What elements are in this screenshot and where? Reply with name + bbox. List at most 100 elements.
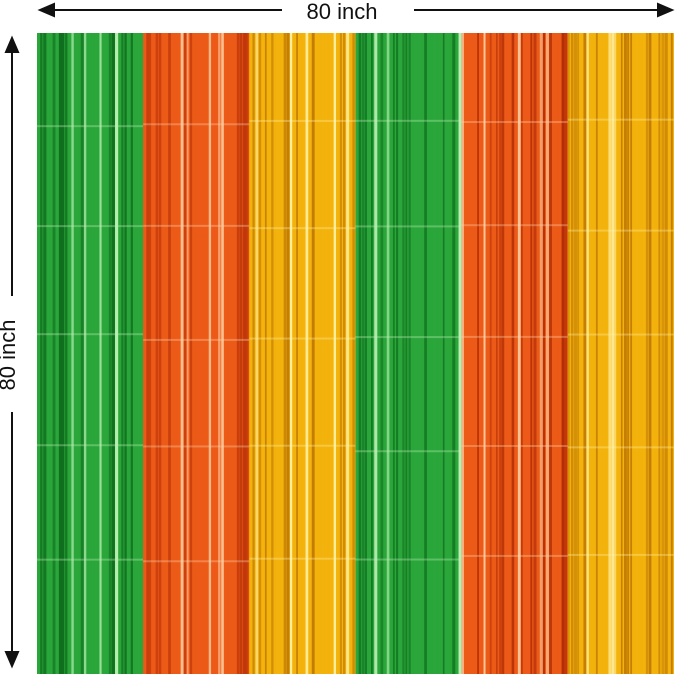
foil-strip	[65, 33, 68, 674]
foil-strip	[280, 33, 283, 674]
foil-strip	[71, 33, 74, 674]
foil-strip	[633, 33, 637, 674]
foil-strip	[661, 33, 665, 674]
foil-strip	[264, 33, 267, 674]
foil-strip	[346, 33, 350, 674]
foil-strip	[258, 33, 262, 674]
fold-crease	[37, 333, 144, 336]
foil-strip	[255, 33, 259, 674]
foil-strip	[667, 33, 671, 674]
foil-strip	[549, 33, 552, 674]
foil-strip	[52, 33, 56, 674]
foil-strip	[627, 33, 630, 674]
foil-strip	[608, 33, 612, 674]
fold-crease	[143, 560, 250, 563]
foil-strip	[492, 33, 497, 674]
foil-strip	[261, 33, 265, 674]
foil-strip	[527, 33, 531, 674]
foil-strip	[545, 33, 549, 674]
foil-strip	[233, 33, 238, 674]
fold-crease	[249, 444, 356, 447]
fold-crease	[355, 336, 462, 339]
foil-strip	[283, 33, 287, 674]
curtain-panel-green	[37, 33, 145, 674]
foil-strip	[670, 33, 673, 674]
foil-strip	[99, 33, 102, 674]
foil-strip	[80, 33, 85, 674]
fold-crease	[37, 125, 144, 128]
fold-crease	[37, 225, 144, 228]
foil-strip	[86, 33, 90, 674]
foil-strip	[577, 33, 580, 674]
foil-strip	[349, 33, 351, 674]
foil-strip	[649, 33, 652, 674]
foil-strip	[599, 33, 601, 674]
foil-strip	[55, 33, 59, 674]
foil-strip	[37, 33, 40, 674]
foil-strip	[471, 33, 473, 674]
foil-strip	[180, 33, 184, 674]
foil-strip	[442, 33, 445, 674]
foil-strip	[558, 33, 562, 674]
foil-strip	[496, 33, 498, 674]
foil-strip	[449, 33, 452, 674]
foil-strip	[158, 33, 162, 674]
fold-crease	[143, 338, 250, 341]
fold-crease	[37, 444, 144, 447]
foil-strip	[58, 33, 63, 674]
foil-strip	[399, 33, 402, 674]
foil-strip	[118, 33, 121, 674]
foil-strip	[383, 33, 386, 674]
fold-crease	[37, 558, 144, 561]
foil-strip	[371, 33, 373, 674]
foil-strip	[489, 33, 492, 674]
fold-crease	[567, 333, 674, 336]
foil-strip	[330, 33, 334, 674]
foil-strip	[427, 33, 431, 674]
foil-strip	[539, 33, 544, 674]
foil-strip	[414, 33, 418, 674]
foil-strip	[477, 33, 479, 674]
foil-strip	[570, 33, 574, 674]
foil-strip	[314, 33, 318, 674]
foil-strip	[586, 33, 589, 674]
foil-strip	[664, 33, 668, 674]
foil-strip	[655, 33, 658, 674]
width-arrow-head-right	[657, 2, 675, 18]
foil-strip	[339, 33, 342, 674]
width-label: 80 inch	[287, 0, 397, 25]
foil-strip	[93, 33, 95, 674]
foil-strip	[186, 33, 189, 674]
foil-strip	[530, 33, 533, 674]
foil-strip	[343, 33, 346, 674]
foil-strip	[221, 33, 224, 674]
foil-strip	[74, 33, 77, 674]
foil-strip	[499, 33, 503, 674]
foil-strip	[446, 33, 449, 674]
foil-strip	[127, 33, 130, 674]
foil-strip	[367, 33, 372, 674]
foil-strip	[620, 33, 623, 674]
foil-strip	[355, 33, 358, 674]
foil-strip	[224, 33, 228, 674]
foil-strip	[480, 33, 483, 674]
foil-strip	[161, 33, 164, 674]
foil-strip	[483, 33, 486, 674]
foil-strip	[202, 33, 205, 674]
foil-strip	[252, 33, 255, 674]
foil-strip	[140, 33, 142, 674]
height-arrow-head-top	[4, 35, 20, 53]
curtain-panel-orange	[143, 33, 251, 674]
fold-crease	[355, 558, 462, 561]
foil-strip	[502, 33, 505, 674]
foil-strip	[374, 33, 378, 674]
foil-strip	[486, 33, 489, 674]
foil-strip	[149, 33, 152, 674]
foil-strip	[96, 33, 100, 674]
foil-strip	[152, 33, 156, 674]
foil-strip	[277, 33, 281, 674]
foil-strip	[183, 33, 186, 674]
foil-strip	[433, 33, 437, 674]
fold-crease	[461, 224, 568, 227]
foil-strip	[286, 33, 290, 674]
